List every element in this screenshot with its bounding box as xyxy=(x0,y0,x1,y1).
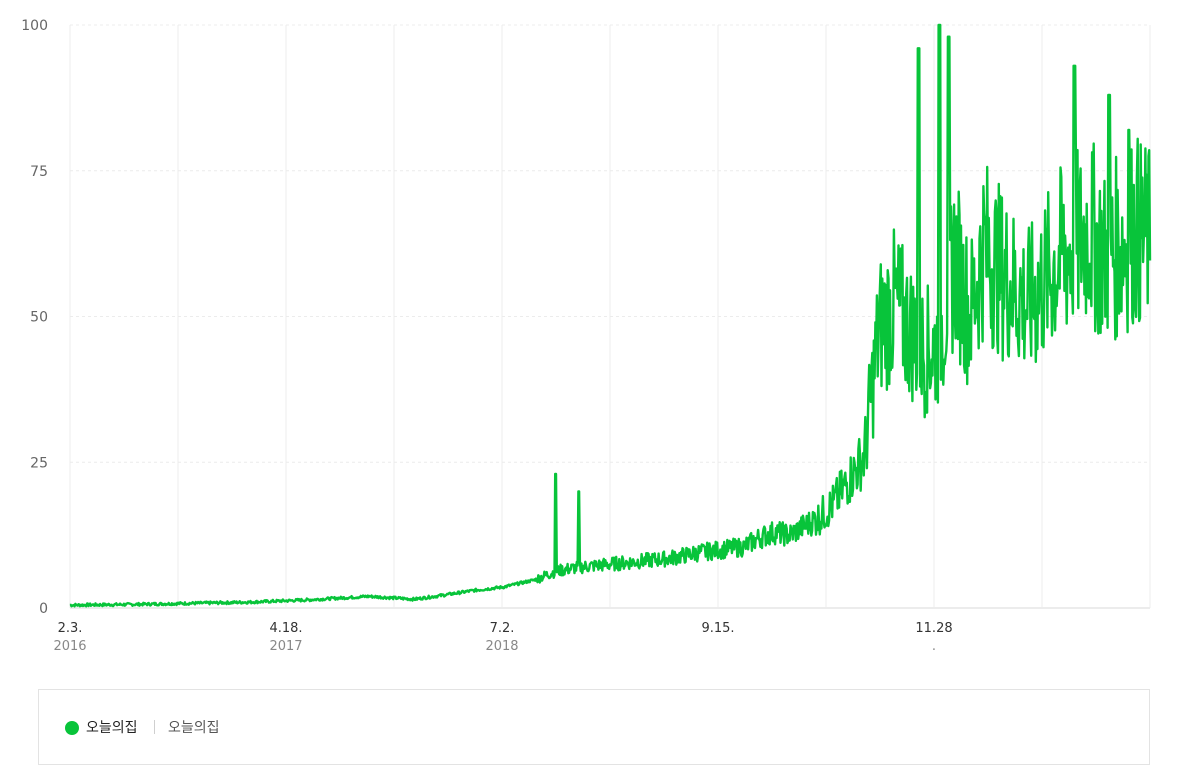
legend-series-name[interactable]: 오늘의집 xyxy=(86,720,138,736)
y-tick-label: 75 xyxy=(30,164,48,180)
legend: 오늘의집 오늘의집 xyxy=(38,689,1150,765)
x-tick-label: 9.15. xyxy=(701,621,734,636)
x-tick-sublabel: 2018 xyxy=(485,639,518,654)
y-tick-label: 25 xyxy=(30,455,48,471)
x-tick-label: 7.2. xyxy=(490,621,515,636)
y-tick-label: 50 xyxy=(30,310,48,326)
y-tick-label: 0 xyxy=(39,601,48,617)
legend-separator xyxy=(154,720,155,734)
y-tick-label: 100 xyxy=(21,18,48,34)
series xyxy=(69,23,1152,608)
x-tick-sublabel: 2017 xyxy=(269,639,302,654)
axis-ticks: 0 25 50 75 100 2.3. 2016 4.18. 2017 7.2. 2018 9.15.… xyxy=(21,18,952,654)
x-tick-sublabel: 2016 xyxy=(53,639,86,654)
x-tick-label: 11.28 xyxy=(915,621,952,636)
series-line xyxy=(69,23,1152,608)
x-tick-label: 4.18. xyxy=(269,621,302,636)
x-tick-sublabel: . xyxy=(932,639,936,654)
legend-series-dot xyxy=(65,721,79,735)
x-tick-label: 2.3. xyxy=(58,621,83,636)
grid xyxy=(69,24,1151,609)
legend-series-subtitle: 오늘의집 xyxy=(168,720,220,736)
line-chart: 0 25 50 75 100 2.3. 2016 4.18. 2017 7.2. 2018 9.15.… xyxy=(21,18,1152,654)
